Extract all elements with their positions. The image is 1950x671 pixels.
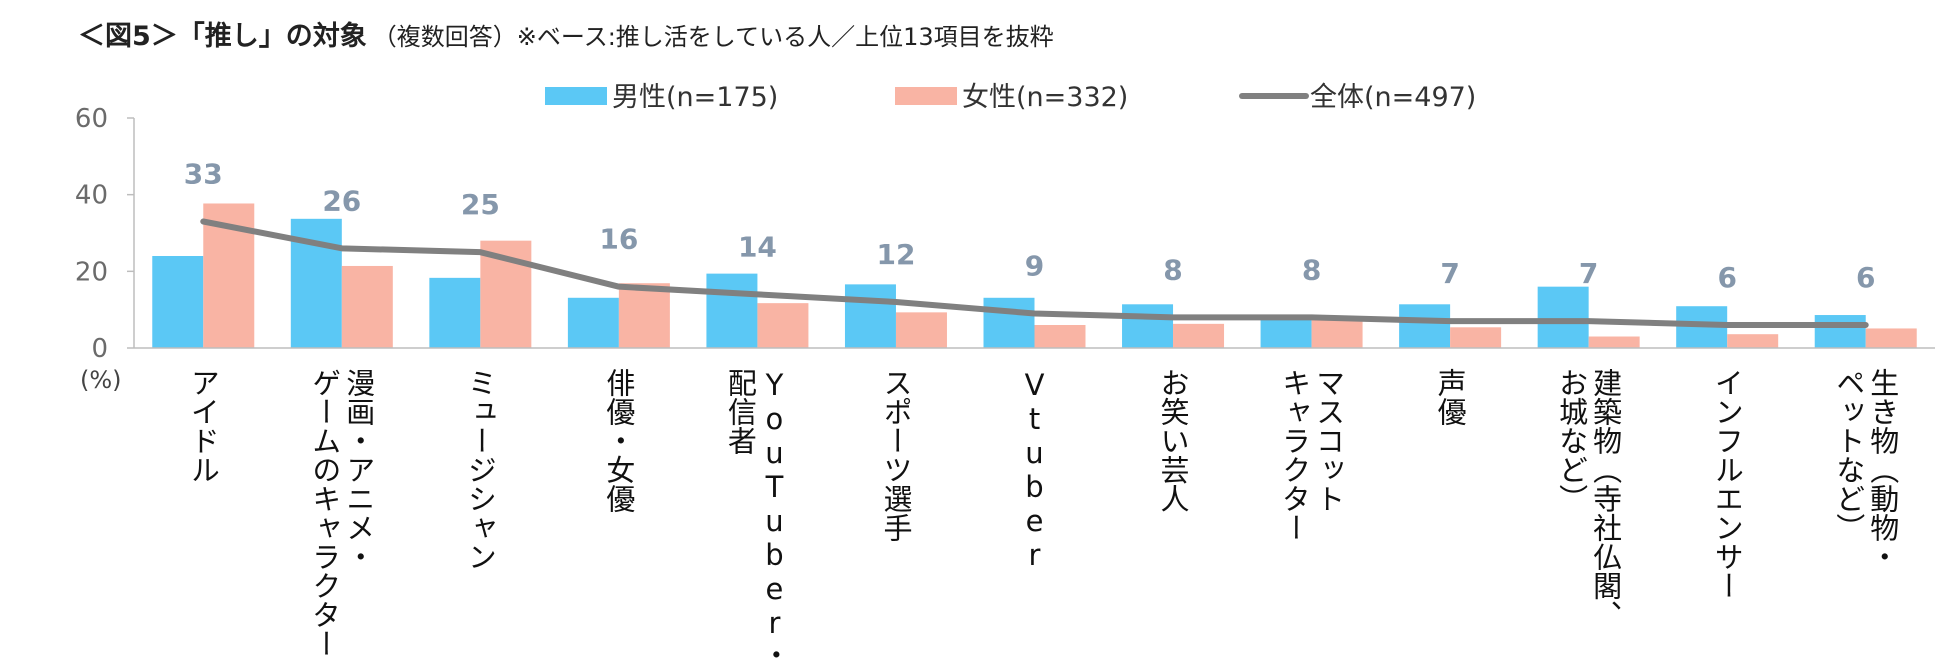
data-label-total: 9 — [1025, 250, 1044, 283]
bar-female — [895, 312, 947, 348]
x-tick-label: お笑い芸人 — [1156, 368, 1190, 513]
bar-male — [152, 256, 204, 348]
data-label-total: 26 — [322, 184, 361, 217]
x-tick-label-line: マスコット — [1312, 368, 1346, 513]
bar-female — [1727, 334, 1779, 348]
bar-male — [1122, 304, 1174, 348]
bar-female — [1311, 319, 1363, 348]
x-tick-label: 建築物（寺社仏閣、お城など） — [1555, 368, 1623, 629]
bar-male — [844, 284, 896, 348]
x-tick-label: YouTuber・配信者 — [723, 368, 791, 669]
legend-swatch-male — [545, 87, 607, 105]
y-tick-label: 40 — [75, 181, 108, 211]
bar-female — [1450, 327, 1502, 348]
bar-female — [341, 265, 393, 348]
chart-title-main: ＜図5＞「推し」の対象 — [78, 21, 367, 52]
x-tick-label-line: ミュージシャン — [463, 368, 497, 571]
x-tick-label-line: ゲームのキャラクター — [308, 368, 342, 658]
x-tick-label-line: 声優 — [1433, 368, 1467, 426]
x-tick-label-line: スポーツ選手 — [879, 368, 913, 542]
bar-male — [567, 297, 619, 348]
bar-female — [618, 283, 670, 348]
data-label-total: 25 — [461, 188, 500, 221]
x-tick-label-line: お笑い芸人 — [1156, 368, 1190, 513]
x-tick-label-line: 建築物（寺社仏閣、 — [1589, 368, 1623, 629]
x-tick-label-line: インフルエンサー — [1710, 368, 1744, 600]
x-tick-label-line: アイドル — [186, 368, 220, 484]
bar-female — [1588, 336, 1640, 348]
data-label-total: 8 — [1163, 253, 1182, 286]
bar-female — [1173, 323, 1225, 348]
x-tick-label: 生き物（動物・ペットなど） — [1832, 368, 1900, 571]
bar-female — [1865, 328, 1917, 348]
x-tick-label: アイドル — [186, 368, 220, 484]
x-tick-label: ミュージシャン — [463, 368, 497, 571]
x-tick-label: インフルエンサー — [1710, 368, 1744, 600]
chart-subtitle: （複数回答）※ベース:推し活をしている人／上位13項目を抜粋 — [372, 23, 1054, 51]
x-tick-label-line: 生き物（動物・ — [1866, 368, 1900, 571]
bar-male — [429, 277, 481, 348]
data-label-total: 12 — [876, 238, 915, 271]
data-label-total: 7 — [1579, 257, 1598, 290]
y-tick-label: 60 — [75, 104, 108, 134]
bar-male — [1814, 315, 1866, 348]
x-tick-label-line: Vtuber — [1018, 368, 1052, 572]
x-tick-label: スポーツ選手 — [879, 368, 913, 542]
data-label-total: 33 — [184, 158, 223, 191]
y-tick-label: 0 — [91, 334, 108, 364]
x-tick-label-line: 漫画・アニメ・ — [342, 368, 376, 571]
y-tick-label: 20 — [75, 257, 108, 287]
bar-male — [983, 297, 1035, 348]
data-label-total: 7 — [1440, 257, 1459, 290]
x-tick-label: Vtuber — [1018, 368, 1052, 572]
legend-swatch-female — [895, 87, 957, 105]
data-label-total: 6 — [1717, 261, 1736, 294]
bar-male — [1260, 319, 1312, 348]
legend-label-total: 全体(n=497) — [1310, 82, 1476, 113]
x-tick-label-line: お城など） — [1555, 368, 1589, 513]
bar-male — [1537, 286, 1589, 348]
x-tick-label-line: YouTuber・ — [757, 368, 791, 669]
x-tick-label-line: 配信者 — [723, 368, 757, 455]
x-tick-label: 漫画・アニメ・ゲームのキャラクター — [308, 368, 376, 658]
bar-female — [757, 303, 809, 348]
x-tick-label: マスコットキャラクター — [1278, 368, 1346, 542]
data-label-total: 14 — [738, 230, 777, 263]
chart-title: ＜図5＞「推し」の対象 （複数回答）※ベース:推し活をしている人／上位13項目を抜… — [78, 14, 1054, 53]
x-tick-label-line: ペットなど） — [1832, 368, 1866, 542]
data-label-total: 6 — [1856, 261, 1875, 294]
y-axis-unit-label: (%) — [80, 366, 122, 394]
legend-label-female: 女性(n=332) — [962, 82, 1128, 113]
bar-male — [1399, 304, 1451, 348]
legend-label-male: 男性(n=175) — [612, 82, 778, 113]
x-tick-label-line: キャラクター — [1278, 368, 1312, 542]
x-tick-label: 俳優・女優 — [602, 368, 636, 513]
bar-female — [1034, 325, 1086, 348]
bar-male — [706, 273, 758, 348]
data-label-total: 8 — [1302, 253, 1321, 286]
x-tick-label: 声優 — [1433, 368, 1467, 426]
x-tick-label-line: 俳優・女優 — [602, 368, 636, 513]
data-label-total: 16 — [599, 223, 638, 256]
